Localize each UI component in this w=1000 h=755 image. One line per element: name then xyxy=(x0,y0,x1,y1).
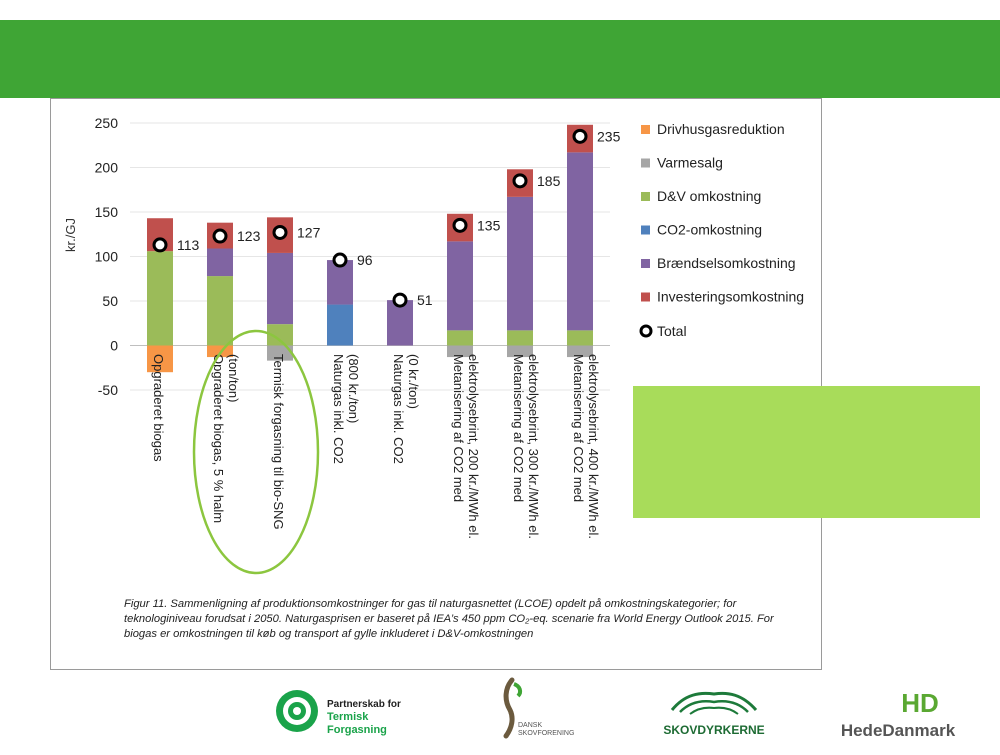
figure-caption: Figur 11. Sammenligning af produktionsom… xyxy=(124,598,774,640)
bar-segment xyxy=(327,304,353,346)
total-label: 123 xyxy=(237,228,261,244)
total-label: 127 xyxy=(297,224,321,240)
dsf-line2: SKOVFORENING xyxy=(518,730,574,737)
legend-swatch xyxy=(641,158,650,168)
y-tick-label: 150 xyxy=(95,204,119,220)
bar-segment xyxy=(267,345,293,361)
x-category-label: (800 kr./ton) xyxy=(346,354,361,423)
green-highlight-box xyxy=(633,386,980,518)
total-marker xyxy=(332,252,348,268)
legend-swatch xyxy=(641,225,650,235)
x-category-label: Naturgas inkl. CO2 xyxy=(331,354,346,464)
legend-swatch xyxy=(641,259,650,268)
bar-segment xyxy=(507,345,533,358)
total-label: 185 xyxy=(537,173,561,189)
total-label: 135 xyxy=(477,217,501,233)
legend-swatch xyxy=(641,125,650,134)
total-marker xyxy=(272,224,288,240)
legend-label: Total xyxy=(657,323,687,339)
total-label: 235 xyxy=(597,128,621,144)
total-marker xyxy=(452,217,468,233)
total-marker xyxy=(152,237,168,253)
x-category-label: Naturgas inkl. CO2 xyxy=(391,354,406,464)
y-tick-label: 200 xyxy=(95,160,119,176)
bar-segment xyxy=(207,276,233,346)
total-marker xyxy=(392,292,408,308)
legend-label: Varmesalg xyxy=(657,155,723,171)
bar-segment xyxy=(447,241,473,331)
x-category-label: (ton/ton) xyxy=(226,354,241,402)
y-tick-label: 50 xyxy=(102,293,118,309)
legend-label: CO2-omkostning xyxy=(657,222,762,238)
total-marker xyxy=(512,173,528,189)
x-axis-labels: Opgraderet biogas Opgraderet biogas, 5 % … xyxy=(151,354,601,539)
bar-segment xyxy=(447,345,473,358)
y-axis-label: kr./GJ xyxy=(63,218,78,252)
y-axis-ticks: 250 200 150 100 50 0 -50 xyxy=(95,115,119,398)
bar-segment xyxy=(267,252,293,325)
y-tick-label: -50 xyxy=(98,382,118,398)
bar-segment xyxy=(387,300,413,346)
x-category-label: (0 kr./ton) xyxy=(406,354,421,409)
legend-swatch xyxy=(641,292,650,302)
stacked-bar-chart: 250 200 150 100 50 0 -50 kr./GJ Opgraderet bio… xyxy=(63,115,804,575)
y-tick-label: 100 xyxy=(95,249,119,265)
total-marker xyxy=(212,228,228,244)
x-category-label: Termisk forgasning til bio-SNG xyxy=(271,354,286,530)
bar-segment xyxy=(567,152,593,331)
ptf-line1: Partnerskab for xyxy=(327,699,401,710)
skovdyrkerne-logo: SKOVDYRKERNE xyxy=(663,691,765,737)
y-tick-label: 250 xyxy=(95,115,119,131)
skovdyrkerne-text: SKOVDYRKERNE xyxy=(663,723,764,737)
x-category-label: elektrolysebrint, 300 kr./MWh el. xyxy=(526,354,541,539)
x-category-label: elektrolysebrint, 200 kr./MWh el. xyxy=(466,354,481,539)
bar-segment xyxy=(147,251,173,346)
chart-bars xyxy=(147,124,593,373)
bar-segment xyxy=(507,330,533,346)
partner-logos: Partnerskab for Termisk Forgasning DANSK… xyxy=(0,670,1000,750)
bar-segment xyxy=(267,324,293,346)
ptf-line2: Termisk xyxy=(327,711,369,723)
bar-segment xyxy=(567,330,593,346)
hededanmark-text: HedeDanmark xyxy=(841,721,956,740)
hededanmark-logo: HD HedeDanmark xyxy=(841,688,956,740)
x-category-label: Opgraderet biogas xyxy=(151,354,166,462)
legend-label: Brændselsomkostning xyxy=(657,255,796,271)
x-category-label: Opgraderet biogas, 5 % halm xyxy=(211,354,226,523)
x-category-label: elektrolysebrint, 400 kr./MWh el. xyxy=(586,354,601,539)
ptf-logo: Partnerskab for Termisk Forgasning xyxy=(276,690,401,736)
legend-label: Drivhusgasreduktion xyxy=(657,121,785,137)
x-category-label: Metanisering af CO2 med xyxy=(571,354,586,502)
bar-segment xyxy=(147,345,173,373)
total-markers: 113 123 127 96 51 135 185 235 xyxy=(152,128,621,308)
bar-segment xyxy=(447,330,473,346)
figure-frame xyxy=(50,98,822,670)
total-label: 96 xyxy=(357,252,373,268)
total-label: 51 xyxy=(417,292,433,308)
total-label: 113 xyxy=(177,237,200,253)
x-category-label: Metanisering af CO2 med xyxy=(451,354,466,502)
bar-segment xyxy=(567,345,593,358)
dansk-skovforening-logo: DANSK SKOVFORENING xyxy=(503,677,574,739)
header-band xyxy=(0,20,1000,98)
chart-legend: Drivhusgasreduktion Varmesalg D&V omkostni… xyxy=(639,121,804,339)
y-tick-label: 0 xyxy=(110,338,118,354)
svg-text:HD: HD xyxy=(901,688,939,718)
dsf-line1: DANSK xyxy=(518,722,542,729)
bar-segment xyxy=(507,196,533,331)
x-category-label: Metanisering af CO2 med xyxy=(511,354,526,502)
total-marker xyxy=(572,128,588,144)
bar-segment xyxy=(207,248,233,277)
bar-segment xyxy=(207,345,233,358)
ptf-line3: Forgasning xyxy=(327,724,387,736)
legend-label: D&V omkostning xyxy=(657,188,761,204)
highlight-ellipse xyxy=(192,329,320,575)
legend-label: Investeringsomkostning xyxy=(657,289,804,305)
legend-total-marker xyxy=(639,324,653,338)
legend-swatch xyxy=(641,192,650,201)
